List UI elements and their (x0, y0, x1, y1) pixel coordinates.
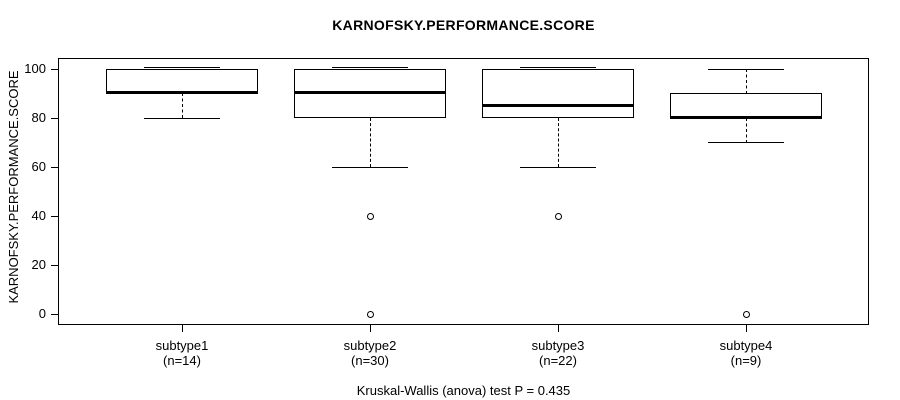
group-name-label: subtype3 (531, 338, 585, 353)
outlier-point (366, 213, 374, 220)
x-tick (558, 325, 559, 332)
median-line (106, 91, 258, 94)
lower-whisker-line (182, 93, 183, 118)
y-tick (51, 118, 58, 119)
median-line (294, 91, 446, 94)
outlier-point (554, 213, 562, 220)
x-group-label: subtype2 (n=30) (295, 338, 445, 368)
y-tick-label: 0 (38, 306, 46, 321)
boxplot-box (106, 69, 258, 94)
y-tick-label: 100 (24, 61, 46, 76)
lower-whisker-cap (520, 167, 596, 168)
lower-whisker-line (746, 118, 747, 143)
upper-whisker-cap (708, 69, 784, 70)
y-tick-label: 60 (31, 159, 46, 174)
lower-whisker-cap (708, 142, 784, 143)
lower-whisker-line (558, 118, 559, 167)
upper-whisker-cap (144, 67, 220, 68)
lower-whisker-cap (332, 167, 408, 168)
group-n-label: (n=22) (539, 353, 577, 368)
y-axis-title: KARNOFSKY.PERFORMANCE.SCORE (6, 70, 21, 304)
x-group-label: subtype4 (n=9) (671, 338, 821, 368)
y-tick-label: 40 (31, 208, 46, 223)
upper-whisker-cap (332, 67, 408, 68)
lower-whisker-cap (144, 118, 220, 119)
x-tick (370, 325, 371, 332)
x-tick (182, 325, 183, 332)
group-n-label: (n=14) (163, 353, 201, 368)
lower-whisker-line (370, 118, 371, 167)
y-tick (51, 167, 58, 168)
x-tick (746, 325, 747, 332)
median-line (670, 116, 822, 119)
group-n-label: (n=30) (351, 353, 389, 368)
boxplot-box (482, 69, 634, 118)
chart-title: KARNOFSKY.PERFORMANCE.SCORE (332, 17, 595, 33)
y-tick (51, 314, 58, 315)
y-tick (51, 69, 58, 70)
group-n-label: (n=9) (730, 353, 762, 368)
y-tick-label: 20 (31, 257, 46, 272)
upper-whisker-cap (520, 67, 596, 68)
outlier-point (742, 311, 750, 318)
x-group-label: subtype1 (n=14) (107, 338, 257, 368)
median-line (482, 104, 634, 107)
y-tick-label: 80 (31, 110, 46, 125)
x-group-label: subtype3 (n=22) (483, 338, 633, 368)
outlier-point (366, 311, 374, 318)
group-name-label: subtype4 (719, 338, 773, 353)
group-name-label: subtype2 (343, 338, 397, 353)
upper-whisker-line (746, 69, 747, 94)
y-tick (51, 265, 58, 266)
boxplot-box (670, 93, 822, 118)
stat-test-caption: Kruskal-Wallis (anova) test P = 0.435 (356, 383, 571, 398)
group-name-label: subtype1 (155, 338, 209, 353)
y-tick (51, 216, 58, 217)
